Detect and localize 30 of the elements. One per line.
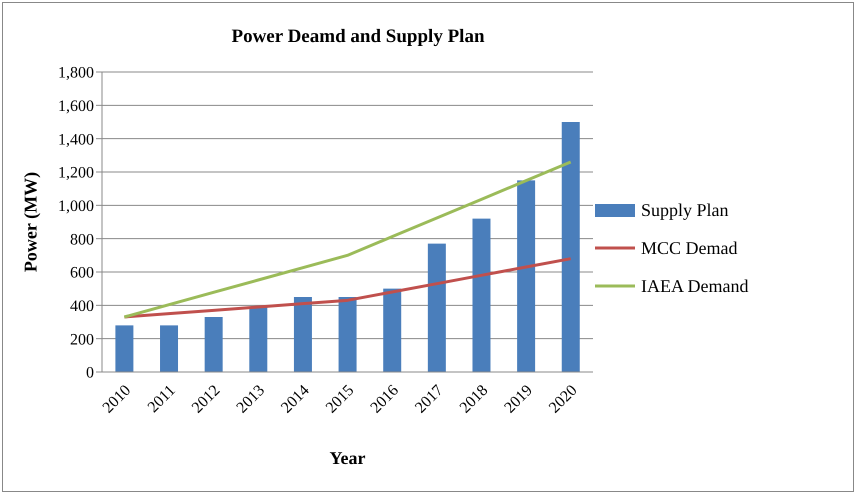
y-tick-label: 0 xyxy=(86,364,94,382)
y-tick-label: 1,800 xyxy=(58,64,94,82)
y-tick-label: 1,200 xyxy=(58,164,94,182)
bar xyxy=(562,122,580,372)
bar xyxy=(428,244,446,372)
bar xyxy=(249,307,268,372)
y-tick-label: 200 xyxy=(70,331,94,348)
x-tick-label: 2011 xyxy=(144,382,179,416)
bar xyxy=(472,218,490,372)
x-axis-title: Year xyxy=(330,448,366,468)
bar xyxy=(517,180,536,372)
legend-label: Supply Plan xyxy=(641,200,729,220)
y-tick-label: 600 xyxy=(70,264,94,282)
y-tick-label: 400 xyxy=(70,298,94,316)
bar xyxy=(294,297,312,372)
bar xyxy=(338,297,357,372)
bar xyxy=(383,288,402,372)
bar xyxy=(204,317,223,372)
y-tick-label: 1,600 xyxy=(58,98,94,116)
bar xyxy=(160,325,178,372)
line-series xyxy=(122,257,572,318)
y-tick-label: 1,000 xyxy=(58,198,94,216)
y-axis-title: Power (MW) xyxy=(20,172,40,272)
bar xyxy=(115,325,134,372)
chart-title: Power Deamd and Supply Plan xyxy=(230,26,486,48)
legend-label: IAEA Demand xyxy=(641,276,748,296)
y-tick-label: 800 xyxy=(70,231,94,248)
y-tick-label: 1,400 xyxy=(58,131,94,148)
line-series xyxy=(122,160,572,318)
legend-label: MCC Demad xyxy=(641,238,738,258)
